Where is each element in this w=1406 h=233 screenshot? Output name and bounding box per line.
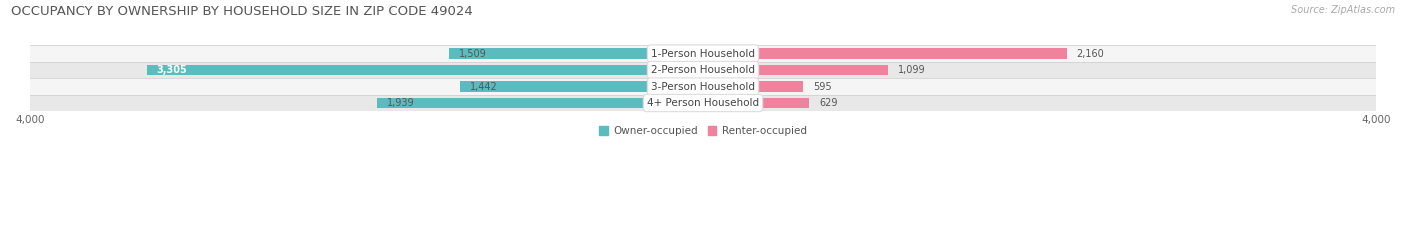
Text: 1-Person Household: 1-Person Household: [651, 48, 755, 58]
Text: 1,939: 1,939: [387, 98, 415, 108]
Text: 1,442: 1,442: [471, 82, 498, 92]
Bar: [30, 62, 1376, 78]
Bar: [146, 65, 703, 75]
Text: 2-Person Household: 2-Person Household: [651, 65, 755, 75]
Bar: [449, 48, 703, 59]
Text: 629: 629: [818, 98, 838, 108]
Text: 1,509: 1,509: [460, 48, 486, 58]
Bar: [30, 95, 1376, 111]
Bar: [703, 65, 889, 75]
Bar: [377, 98, 703, 108]
Text: 3-Person Household: 3-Person Household: [651, 82, 755, 92]
Text: 1,099: 1,099: [898, 65, 925, 75]
Text: OCCUPANCY BY OWNERSHIP BY HOUSEHOLD SIZE IN ZIP CODE 49024: OCCUPANCY BY OWNERSHIP BY HOUSEHOLD SIZE…: [11, 5, 472, 18]
Text: 2,160: 2,160: [1077, 48, 1104, 58]
Text: 4+ Person Household: 4+ Person Household: [647, 98, 759, 108]
Legend: Owner-occupied, Renter-occupied: Owner-occupied, Renter-occupied: [595, 122, 811, 140]
Bar: [703, 81, 803, 92]
Text: 595: 595: [813, 82, 832, 92]
Bar: [703, 48, 1067, 59]
Bar: [703, 98, 808, 108]
Bar: [460, 81, 703, 92]
Bar: [30, 45, 1376, 62]
Text: 3,305: 3,305: [157, 65, 187, 75]
Bar: [30, 78, 1376, 95]
Text: Source: ZipAtlas.com: Source: ZipAtlas.com: [1291, 5, 1395, 15]
